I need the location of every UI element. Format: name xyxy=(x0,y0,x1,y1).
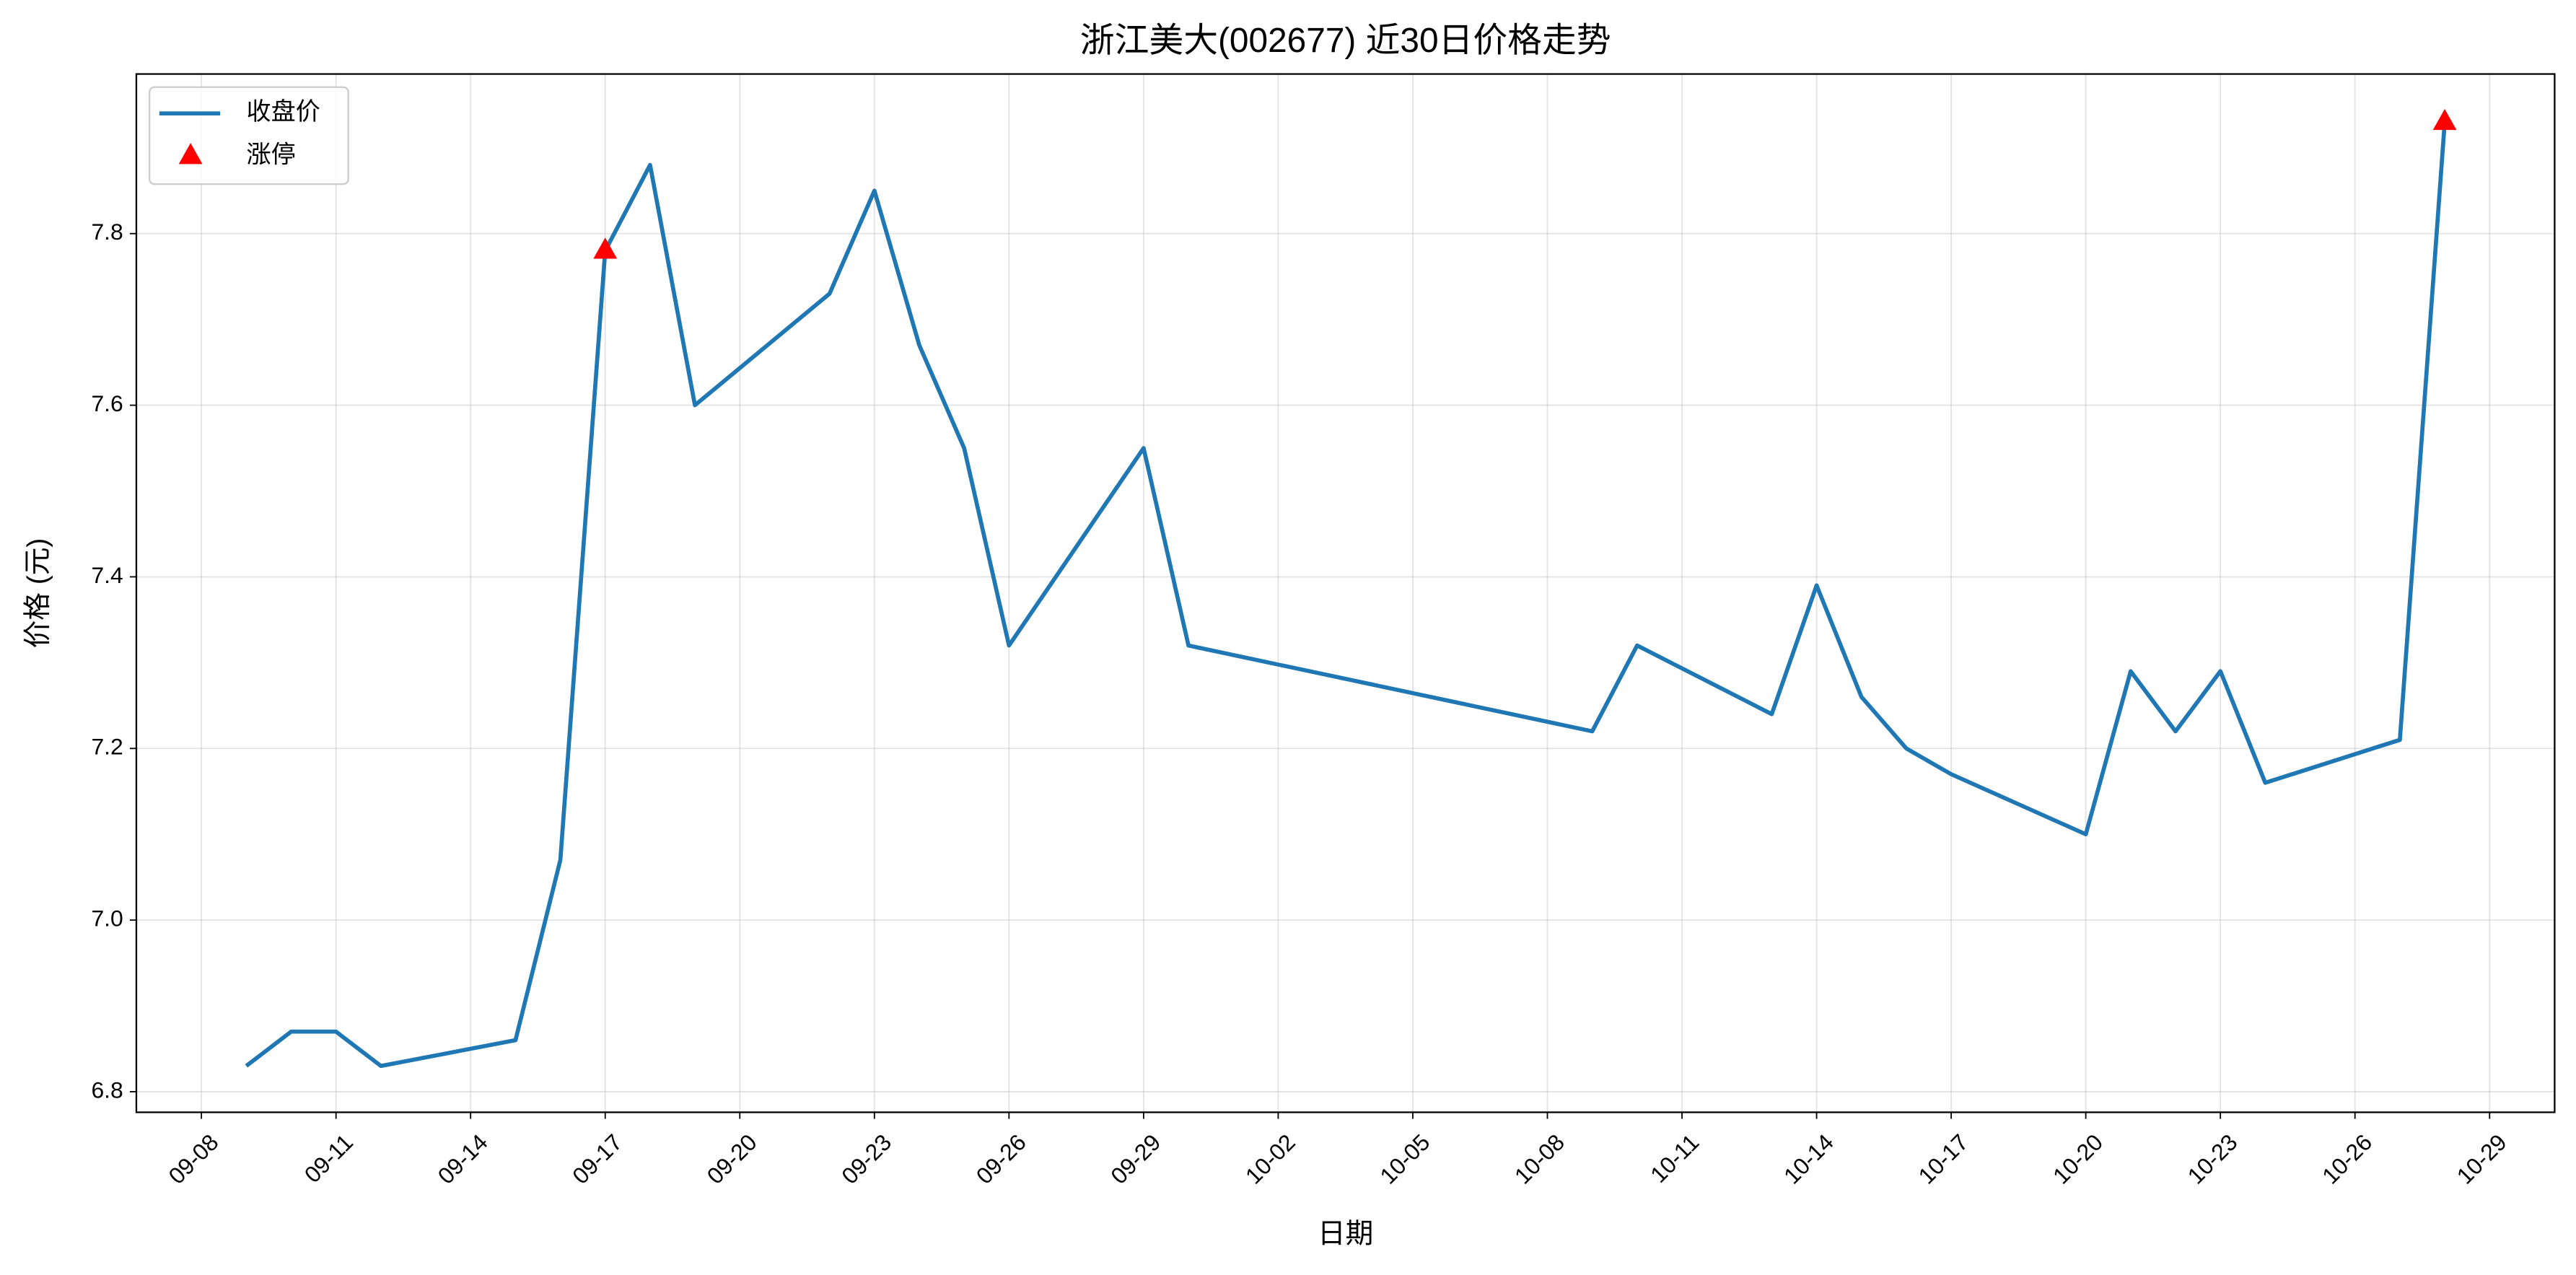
legend-swatch xyxy=(178,143,203,165)
y-tick-label: 7.4 xyxy=(91,562,123,588)
chart-title: 浙江美大(002677) 近30日价格走势 xyxy=(1080,22,1611,60)
legend-label: 涨停 xyxy=(247,141,296,168)
y-axis-label: 价格 (元) xyxy=(22,538,53,649)
y-tick-label: 7.6 xyxy=(91,390,123,416)
legend-label: 收盘价 xyxy=(247,98,320,126)
y-tick-label: 6.8 xyxy=(91,1077,123,1103)
y-tick-label: 7.2 xyxy=(91,734,123,760)
price-line xyxy=(245,121,2447,1069)
x-axis-label: 日期 xyxy=(1318,1218,1373,1249)
plot-area xyxy=(245,108,2457,1069)
y-tick-label: 7.0 xyxy=(91,906,123,932)
grid xyxy=(136,74,2555,1113)
y-tick-label: 7.8 xyxy=(91,219,123,245)
limit-up-marker xyxy=(593,237,618,259)
limit-up-marker xyxy=(2432,108,2457,131)
axes-frame xyxy=(135,73,2556,1113)
